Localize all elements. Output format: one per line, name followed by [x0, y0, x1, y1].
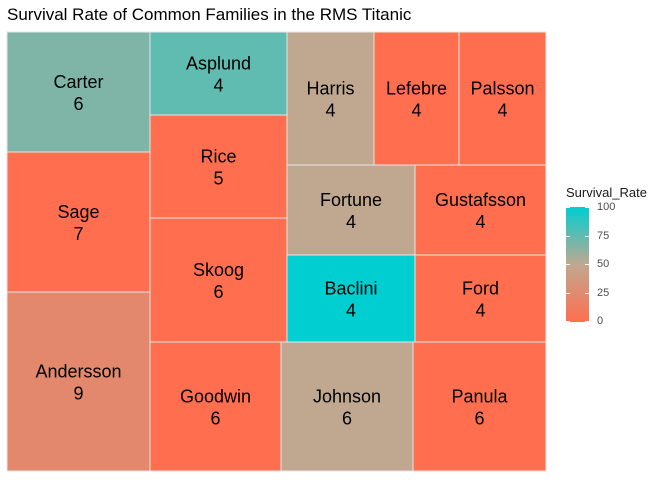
treemap-tile-name: Ford	[462, 279, 499, 299]
treemap-tile-count: 6	[342, 409, 352, 429]
treemap-tile-rect	[280, 341, 414, 472]
treemap-tile-count: 6	[210, 409, 220, 429]
treemap-tile-count: 6	[213, 282, 223, 302]
treemap-tile-name: Lefebre	[386, 79, 447, 99]
treemap-tile-rect	[414, 164, 547, 256]
treemap-tile-rect	[6, 291, 151, 472]
legend-tick-label: 25	[597, 287, 610, 299]
treemap-tile-name: Johnson	[313, 387, 381, 407]
treemap-tile-count: 4	[497, 101, 507, 121]
chart-title: Survival Rate of Common Families in the …	[7, 5, 412, 24]
treemap-tile-rect	[286, 164, 416, 256]
treemap-tile-count: 4	[346, 301, 356, 321]
treemap-tile-name: Rice	[200, 147, 236, 167]
treemap-tile-name: Andersson	[35, 362, 121, 382]
treemap-tile-count: 4	[475, 301, 485, 321]
treemap-tile-name: Baclini	[324, 279, 377, 299]
treemap-tile-count: 6	[474, 409, 484, 429]
treemap-tile-count: 6	[73, 94, 83, 114]
treemap-tile-rect	[286, 254, 416, 343]
treemap-tile-name: Panula	[451, 387, 508, 407]
treemap-tile-rect	[458, 31, 547, 166]
treemap-tile-name: Sage	[57, 202, 99, 222]
legend-tick-label: 0	[597, 315, 604, 327]
treemap-tile-rect	[286, 31, 375, 166]
treemap-tile-name: Gustafsson	[435, 190, 526, 210]
treemap-tile-count: 5	[213, 169, 223, 189]
treemap-tile-count: 4	[325, 101, 335, 121]
treemap-tile-count: 4	[411, 101, 421, 121]
legend-tick-label: 50	[597, 258, 610, 270]
treemap-tile-rect	[149, 341, 282, 472]
treemap-tile-name: Skoog	[193, 260, 244, 280]
treemap-tile-name: Harris	[307, 79, 355, 99]
treemap-tile-count: 9	[73, 384, 83, 404]
treemap-tile-count: 4	[475, 212, 485, 232]
treemap-tile-rect	[149, 114, 288, 219]
treemap-tile-rect	[149, 31, 288, 116]
treemap-tile-rect	[6, 31, 151, 153]
treemap-tile-rect	[6, 151, 151, 293]
treemap-tile-name: Palsson	[470, 79, 534, 99]
treemap-tile-rect	[373, 31, 460, 166]
treemap-tile-count: 4	[213, 76, 223, 96]
legend-colorbar	[566, 207, 589, 322]
treemap-tile-count: 7	[73, 224, 83, 244]
legend-title: Survival_Rate	[566, 185, 647, 200]
treemap-tile-rect	[412, 341, 547, 472]
treemap-tile-name: Fortune	[320, 190, 382, 210]
treemap-tile-name: Goodwin	[180, 387, 251, 407]
legend-tick-label: 75	[597, 230, 610, 242]
treemap-tile-rect	[414, 254, 547, 343]
treemap-tile-rect	[149, 217, 288, 343]
legend-tick-label: 100	[597, 201, 616, 213]
treemap-tile-name: Carter	[53, 72, 103, 92]
treemap-tile-name: Asplund	[186, 54, 251, 74]
treemap-tile-count: 4	[346, 212, 356, 232]
